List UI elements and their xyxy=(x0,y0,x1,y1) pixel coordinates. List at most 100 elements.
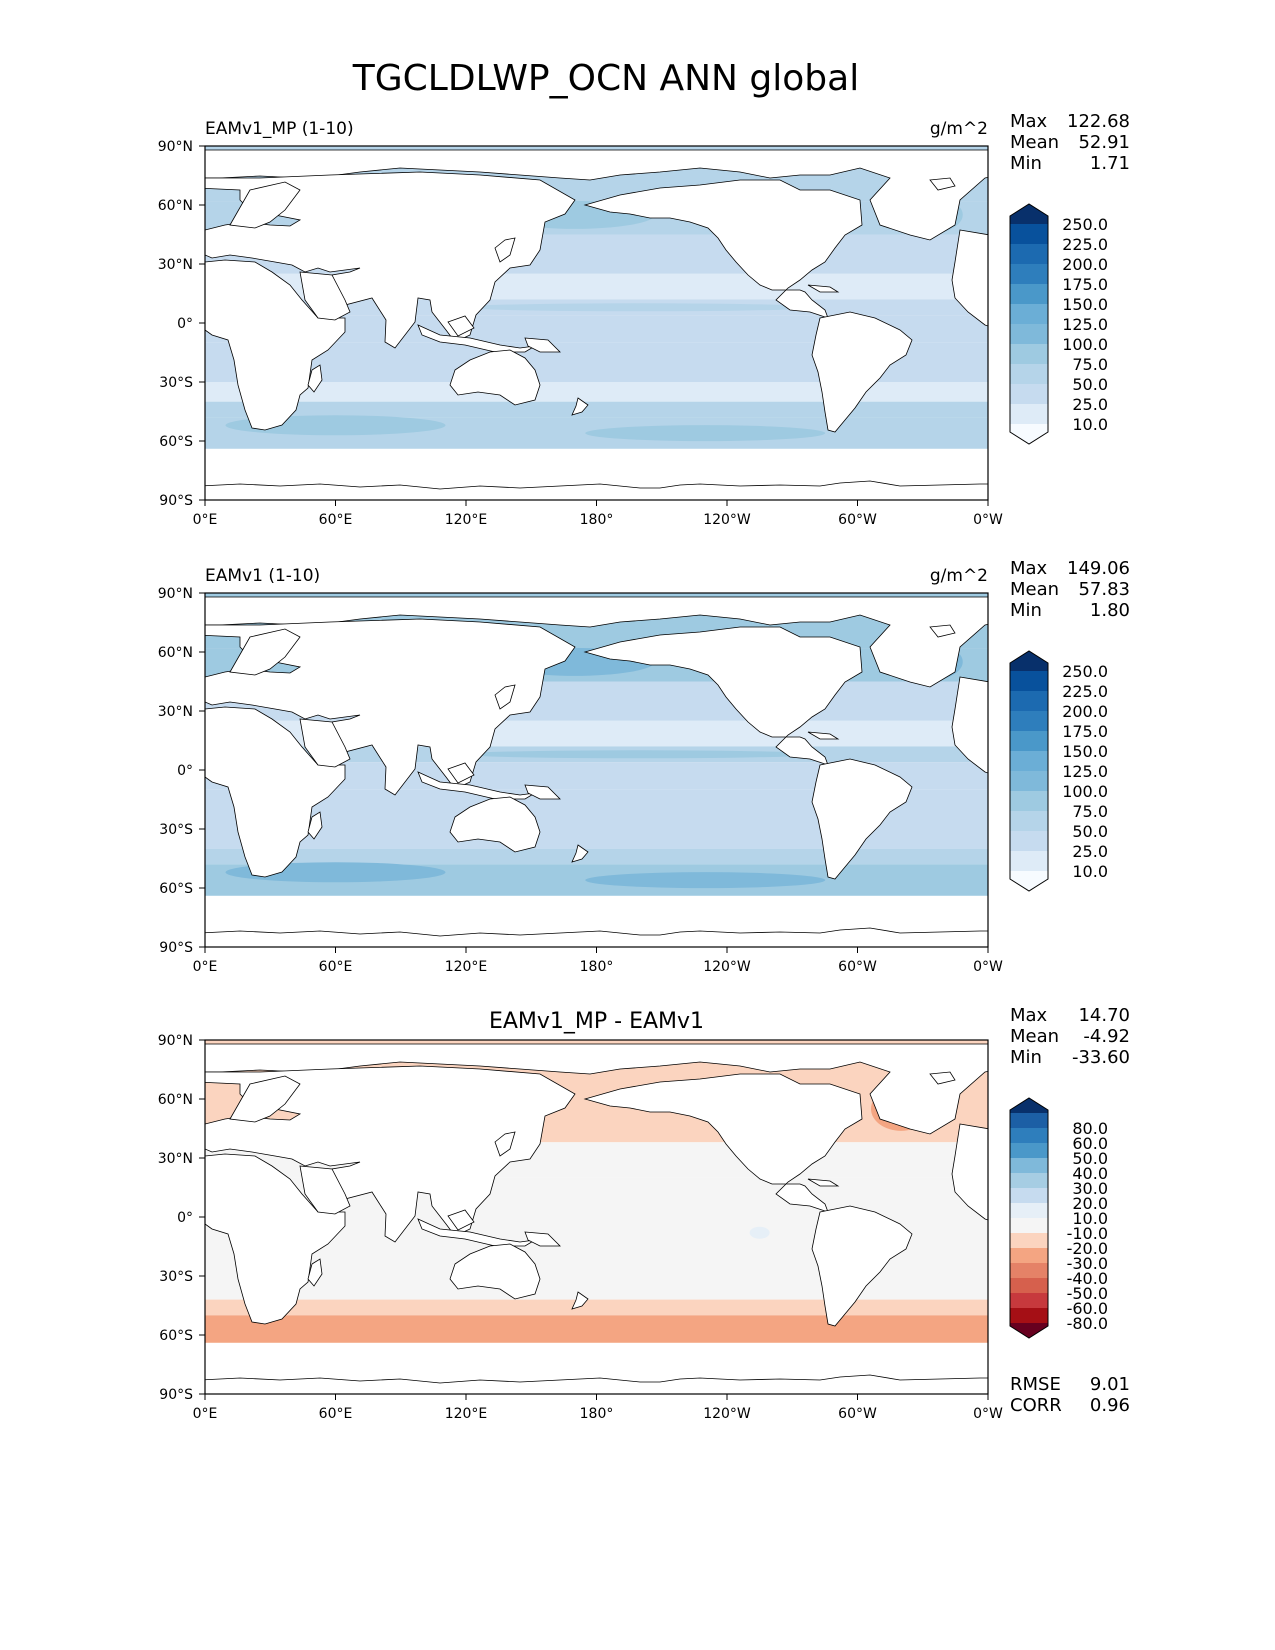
colorbar-segment xyxy=(1010,364,1048,385)
colorbar-tick-label: 225.0 xyxy=(1062,235,1108,254)
figure-title: TGCLDLWP_OCN ANN global xyxy=(352,58,859,99)
colorbar-tick-label: 75.0 xyxy=(1072,355,1108,374)
colorbar-tick-label: 75.0 xyxy=(1072,802,1108,821)
field-patch xyxy=(460,750,820,759)
panel-title: EAMv1 (1-10) xyxy=(205,566,320,586)
colorbar-tick-label: -30.0 xyxy=(1067,1254,1108,1273)
colorbar-bottom-arrow xyxy=(1010,1323,1048,1338)
stat-value: 122.68 xyxy=(1067,111,1130,132)
lat-tick-label: 30°S xyxy=(159,822,193,838)
anomaly-patch xyxy=(749,1226,770,1239)
panel-units: g/m^2 xyxy=(930,119,988,139)
lat-tick-label: 90°N xyxy=(158,586,193,602)
lat-tick-label: 30°S xyxy=(159,375,193,391)
lat-tick-label: 30°N xyxy=(158,257,193,273)
lat-tick-label: 90°S xyxy=(159,493,193,509)
lat-tick-label: 60°N xyxy=(158,1092,193,1108)
colorbar-top-arrow xyxy=(1010,651,1048,671)
colorbar-tick-label: 250.0 xyxy=(1062,215,1108,234)
colorbar-tick-label: 40.0 xyxy=(1072,1164,1108,1183)
colorbar-segment xyxy=(1010,324,1048,345)
lat-tick-label: 60°S xyxy=(159,434,193,450)
map-panel: 90°N 60°N 30°N 0° 30°S 60°S 90°S0°E 60°E 120°E 18… xyxy=(158,111,1130,528)
colorbar-segment xyxy=(1010,344,1048,365)
colorbar-tick-label: 20.0 xyxy=(1072,1194,1108,1213)
colorbar-segment xyxy=(1010,244,1048,265)
field-band xyxy=(205,829,988,849)
colorbar-segment xyxy=(1010,1263,1048,1279)
stat-label: Max xyxy=(1010,1005,1048,1026)
stat-label: Max xyxy=(1010,558,1048,579)
colorbar-segment xyxy=(1010,1128,1048,1144)
colorbar-tick-label: -10.0 xyxy=(1067,1224,1108,1243)
panel-title: EAMv1_MP (1-10) xyxy=(205,119,354,139)
lon-tick-label: 120°W xyxy=(703,959,751,975)
lon-tick-label: 120°W xyxy=(703,512,751,528)
lon-tick-label: 60°W xyxy=(838,959,877,975)
colorbar-segment xyxy=(1010,851,1048,872)
stat-value: -4.92 xyxy=(1083,1026,1130,1047)
colorbar-tick-label: -20.0 xyxy=(1067,1239,1108,1258)
colorbar-bottom-arrow xyxy=(1010,424,1048,444)
lon-tick-label: 0°W xyxy=(973,959,1003,975)
stat-label: RMSE xyxy=(1010,1374,1061,1395)
colorbar-tick-label: 10.0 xyxy=(1072,415,1108,434)
stat-value: 14.70 xyxy=(1078,1005,1130,1026)
colorbar-outline xyxy=(1009,650,1049,892)
colorbar-segment xyxy=(1010,791,1048,812)
lon-tick-label: 120°E xyxy=(445,1406,488,1422)
colorbar-top-arrow xyxy=(1010,1098,1048,1113)
lon-tick-label: 180° xyxy=(580,1406,614,1422)
colorbar-tick-label: 225.0 xyxy=(1062,682,1108,701)
colorbar-segment xyxy=(1010,1173,1048,1189)
colorbar-segment xyxy=(1010,771,1048,792)
lat-tick-label: 30°N xyxy=(158,1151,193,1167)
lat-tick-label: 60°N xyxy=(158,645,193,661)
stat-value: 57.83 xyxy=(1078,579,1130,600)
colorbar-tick-label: 150.0 xyxy=(1062,742,1108,761)
colorbar-tick-label: 125.0 xyxy=(1062,315,1108,334)
colorbar-segment xyxy=(1010,404,1048,425)
lat-tick-label: 90°N xyxy=(158,1033,193,1049)
colorbar-tick-label: 150.0 xyxy=(1062,295,1108,314)
colorbar-tick-label: 10.0 xyxy=(1072,862,1108,881)
stat-value: 0.96 xyxy=(1090,1395,1130,1416)
colorbar-segment xyxy=(1010,751,1048,772)
colorbar-tick-label: 175.0 xyxy=(1062,722,1108,741)
colorbar-tick-label: 200.0 xyxy=(1062,255,1108,274)
stat-value: 149.06 xyxy=(1067,558,1130,579)
lat-tick-label: 0° xyxy=(177,1210,193,1226)
panel-units: g/m^2 xyxy=(930,566,988,586)
lon-tick-label: 0°W xyxy=(973,1406,1003,1422)
lon-tick-label: 60°W xyxy=(838,1406,877,1422)
colorbar-segment xyxy=(1010,831,1048,852)
colorbar-tick-label: 200.0 xyxy=(1062,702,1108,721)
colorbar-tick-label: 30.0 xyxy=(1072,1179,1108,1198)
colorbar-tick-label: 50.0 xyxy=(1072,822,1108,841)
colorbar-tick-label: 10.0 xyxy=(1072,1209,1108,1228)
colorbar-tick-label: 250.0 xyxy=(1062,662,1108,681)
panel-title: EAMv1_MP - EAMv1 xyxy=(489,1009,704,1034)
colorbar-outline xyxy=(1009,1097,1049,1339)
colorbar-segment xyxy=(1010,1218,1048,1234)
field-band xyxy=(205,382,988,402)
colorbar-segment xyxy=(1010,1308,1048,1324)
colorbar-tick-label: 125.0 xyxy=(1062,762,1108,781)
colorbar-tick-label: 50.0 xyxy=(1072,1149,1108,1168)
colorbar-tick-label: -50.0 xyxy=(1067,1284,1108,1303)
colorbar-tick-label: 175.0 xyxy=(1062,275,1108,294)
colorbar-segment xyxy=(1010,304,1048,325)
stat-label: Mean xyxy=(1010,1026,1059,1047)
lat-tick-label: 30°S xyxy=(159,1269,193,1285)
lat-tick-label: 0° xyxy=(177,316,193,332)
lat-tick-label: 60°S xyxy=(159,1328,193,1344)
colorbar-segment xyxy=(1010,224,1048,245)
panels: 90°N60°N30°N0°30°S60°S90°S0°E 60°E 120°E 18… xyxy=(158,111,1130,1422)
colorbar-tick-label: 100.0 xyxy=(1062,335,1108,354)
colorbar-tick-label: 100.0 xyxy=(1062,782,1108,801)
field-patch xyxy=(585,425,826,442)
stat-value: 9.01 xyxy=(1090,1374,1130,1395)
colorbar-segment xyxy=(1010,1143,1048,1159)
lon-tick-label: 0°E xyxy=(193,959,218,975)
lat-tick-label: 60°S xyxy=(159,881,193,897)
